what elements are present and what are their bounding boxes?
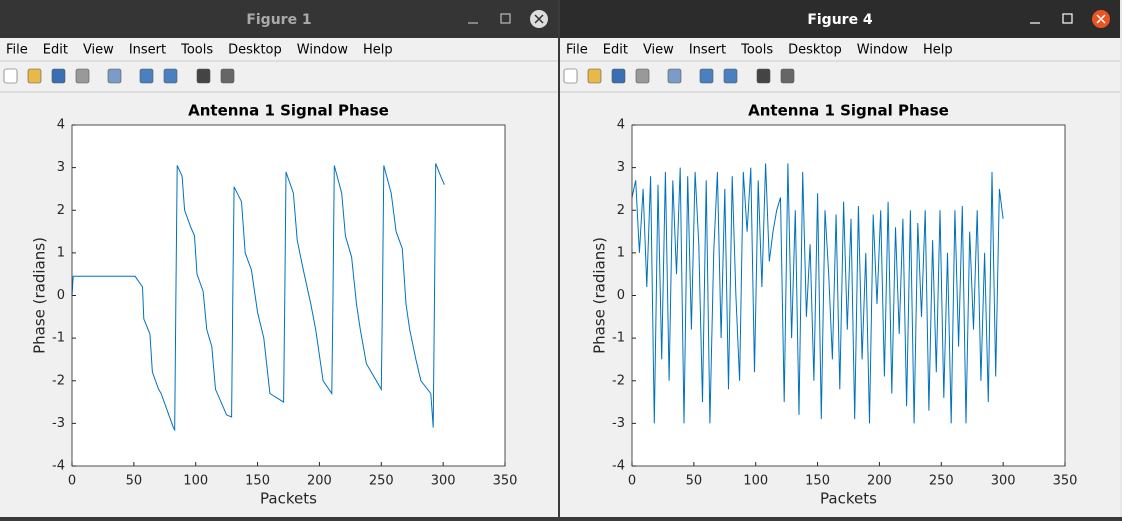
x-tick-label: 350: [493, 474, 518, 489]
toolbar-button[interactable]: [75, 68, 90, 84]
menu-item[interactable]: File: [566, 43, 588, 58]
x-tick-label: 150: [245, 474, 270, 489]
toolbar-button[interactable]: [780, 68, 795, 84]
menu-item[interactable]: File: [6, 43, 28, 58]
y-tick-label: 4: [617, 118, 625, 133]
toolbar-button[interactable]: [635, 68, 650, 84]
figure-window: Figure 1 File Edit View Insert Tools Desktop Wi…: [0, 0, 558, 517]
x-tick-label: 100: [743, 474, 768, 489]
menu-item[interactable]: View: [643, 43, 674, 58]
toolbar-button[interactable]: [27, 68, 42, 84]
menu-item[interactable]: Tools: [180, 43, 213, 58]
y-axis-label: Phase (radians): [31, 237, 49, 354]
axes-box: [631, 124, 1066, 467]
close-icon: [1096, 14, 1106, 24]
plot-area: [72, 125, 505, 466]
window-title: Figure 4: [807, 12, 873, 28]
x-tick-label: 200: [307, 474, 332, 489]
x-tick-label: 50: [126, 474, 143, 489]
toolbar-button[interactable]: [587, 68, 602, 84]
figure-window: Figure 4 File Edit View Insert Tools Desktop Wi…: [560, 0, 1120, 517]
y-tick-label: 1: [57, 245, 65, 260]
window-title: Figure 1: [246, 12, 311, 28]
y-tick-label: -4: [52, 459, 65, 474]
x-tick-label: 250: [369, 474, 394, 489]
menu-item[interactable]: View: [83, 43, 114, 58]
y-tick-label: 3: [57, 160, 65, 175]
menu-item[interactable]: Tools: [740, 43, 773, 58]
x-tick-label: 0: [628, 474, 636, 489]
menu-item[interactable]: Desktop: [788, 43, 842, 58]
menu-item[interactable]: Edit: [603, 43, 628, 58]
toolbar-button[interactable]: [139, 68, 154, 84]
y-tick-label: 3: [617, 160, 625, 175]
x-tick-label: 50: [686, 474, 703, 489]
y-axis-label: Phase (radians): [591, 237, 609, 354]
title-bar: [560, 0, 1120, 38]
x-tick-label: 300: [991, 474, 1016, 489]
toolbar-button[interactable]: [667, 68, 682, 84]
menu-item[interactable]: Window: [857, 43, 909, 58]
toolbar-button[interactable]: [699, 68, 714, 84]
menu-item[interactable]: Edit: [43, 43, 68, 58]
x-tick-label: 350: [1053, 474, 1078, 489]
menu-item[interactable]: Insert: [689, 43, 726, 58]
menu-item[interactable]: Help: [363, 43, 393, 58]
menu-item[interactable]: Help: [923, 43, 953, 58]
toolbar-button[interactable]: [163, 68, 178, 84]
maximize-button[interactable]: [500, 13, 511, 24]
toolbar-button[interactable]: [196, 68, 211, 84]
data-line: [631, 163, 1004, 424]
y-tick-label: -2: [52, 373, 65, 388]
toolbar-button[interactable]: [220, 68, 235, 84]
menu-item[interactable]: Desktop: [228, 43, 282, 58]
menu-bar: [560, 38, 1120, 60]
x-axis-label: Packets: [260, 490, 317, 508]
x-tick-label: 0: [68, 474, 76, 489]
title-bar: [0, 0, 558, 38]
y-tick-label: -2: [612, 373, 625, 388]
close-icon: [534, 14, 544, 24]
y-tick-label: -3: [52, 416, 65, 431]
y-tick-label: 2: [57, 203, 65, 218]
x-tick-label: 100: [183, 474, 208, 489]
data-line: [71, 163, 445, 432]
y-tick-label: -3: [612, 416, 625, 431]
menu-item[interactable]: Window: [297, 43, 349, 58]
toolbar-button[interactable]: [756, 68, 771, 84]
y-tick-label: 1: [617, 245, 625, 260]
toolbar-button[interactable]: [611, 68, 626, 84]
x-tick-label: 250: [929, 474, 954, 489]
y-tick-label: 2: [617, 203, 625, 218]
toolbar-button[interactable]: [3, 68, 18, 84]
toolbar-button[interactable]: [563, 68, 578, 84]
y-tick-label: 0: [57, 288, 65, 303]
chart-title: Antenna 1 Signal Phase: [188, 102, 389, 120]
chart-title: Antenna 1 Signal Phase: [748, 102, 949, 120]
x-tick-label: 300: [431, 474, 456, 489]
x-axis-label: Packets: [820, 490, 877, 508]
maximize-button[interactable]: [1062, 13, 1073, 24]
y-tick-label: 0: [617, 288, 625, 303]
y-tick-label: -1: [52, 331, 65, 346]
x-tick-label: 150: [805, 474, 830, 489]
x-tick-label: 200: [867, 474, 892, 489]
y-tick-label: 4: [57, 118, 65, 133]
menu-bar: [0, 38, 558, 60]
y-tick-label: -4: [612, 459, 625, 474]
menu-item[interactable]: Insert: [129, 43, 166, 58]
axes-box: [71, 124, 506, 467]
toolbar-button[interactable]: [51, 68, 66, 84]
toolbar-button[interactable]: [723, 68, 738, 84]
toolbar-button[interactable]: [107, 68, 122, 84]
y-tick-label: -1: [612, 331, 625, 346]
